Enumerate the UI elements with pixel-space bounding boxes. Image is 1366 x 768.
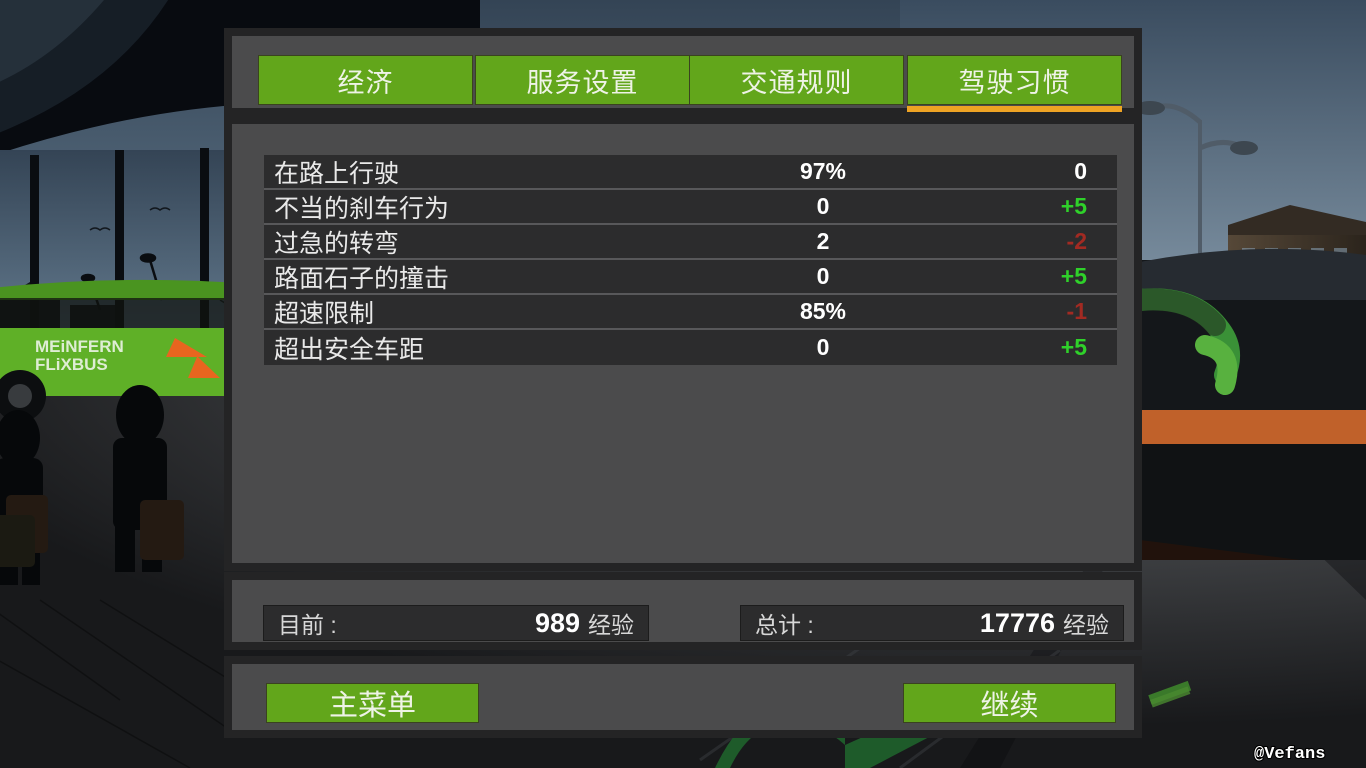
- svg-text:MEiNFERN: MEiNFERN: [35, 337, 124, 356]
- svg-text:@Vefans: @Vefans: [1254, 745, 1325, 764]
- svg-text:FLiXBUS: FLiXBUS: [35, 355, 108, 374]
